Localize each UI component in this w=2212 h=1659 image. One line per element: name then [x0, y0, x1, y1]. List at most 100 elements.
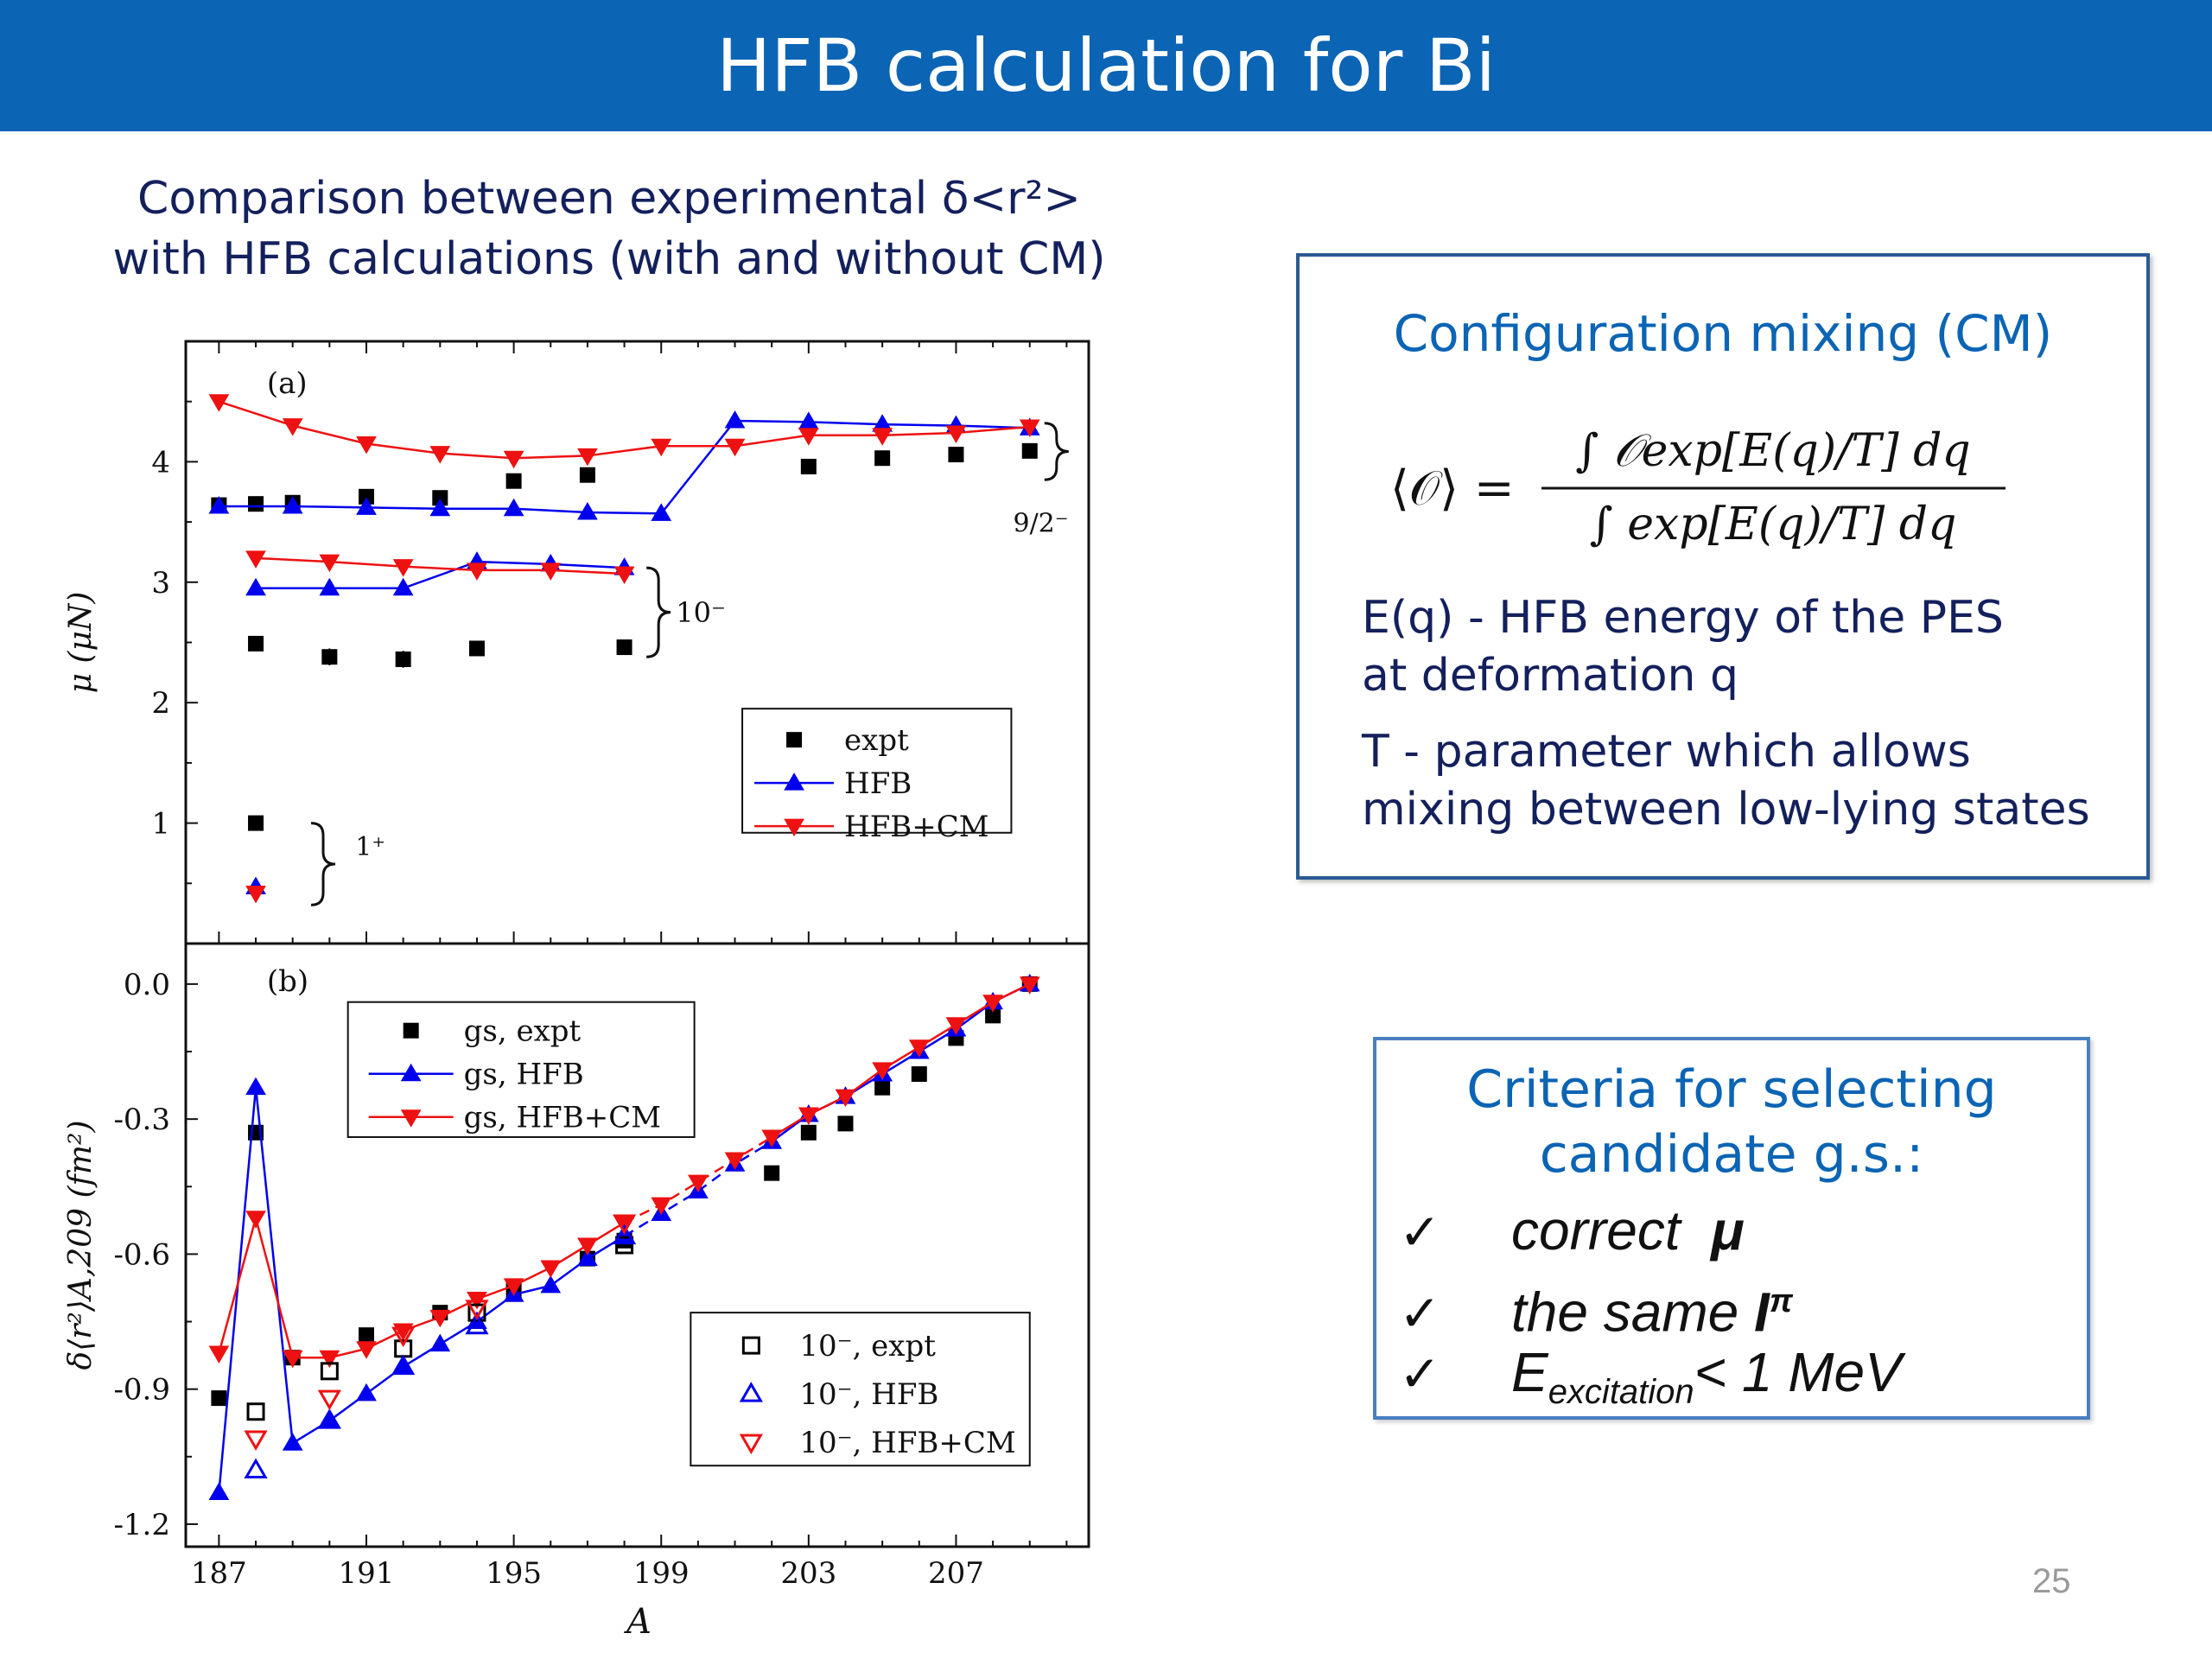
page-number: 25	[2032, 1562, 2071, 1600]
data-point-a	[319, 577, 340, 596]
title-bar: HFB calculation for Bi	[0, 0, 2212, 131]
y-tick-label: -0.3	[113, 1103, 170, 1137]
data-point-b	[612, 1214, 637, 1235]
data-point-a	[248, 496, 264, 512]
legend-marker	[784, 818, 804, 837]
data-point-a	[429, 498, 451, 517]
data-point-a	[429, 446, 451, 464]
data-point-b	[429, 1333, 451, 1352]
data-point-b	[359, 1327, 374, 1344]
cm-formula: ⟨𝒪⟩ = ∫ 𝒪exp[E(q)/T] dq ∫ exp[E(q)/T] dq	[1382, 412, 2073, 559]
data-point-a	[503, 450, 524, 469]
data-point-b	[208, 1345, 230, 1364]
series-line-a	[219, 419, 1030, 515]
panel-b-frame	[184, 942, 1090, 1548]
data-point-b	[356, 1341, 377, 1359]
criterion-same-spin-parity: ✓ the same Iπ	[1399, 1267, 1793, 1343]
configuration-mixing-box: Configuration mixing (CM) ⟨𝒪⟩ = ∫ 𝒪exp[E…	[1296, 253, 2150, 880]
criterion-1-text: correct	[1511, 1199, 1681, 1262]
legend-marker	[786, 732, 803, 748]
data-point-b	[465, 1313, 489, 1335]
data-point-a	[945, 425, 967, 443]
data-point-b	[429, 1309, 451, 1328]
x-tick-label: 187	[191, 1556, 247, 1591]
spin-symbol: I	[1754, 1281, 1770, 1344]
cm-parameter-line-1: T - parameter which allows	[1362, 726, 1971, 778]
data-point-b	[764, 1165, 780, 1181]
cm-parameter-line-2: mixing between low-lying states	[1362, 784, 2090, 836]
data-point-b	[837, 1116, 854, 1132]
data-point-a	[248, 815, 264, 831]
criterion-2-text: the same	[1511, 1281, 1739, 1344]
data-point-b	[1019, 976, 1040, 995]
caption-line-1: Comparison between experimental δ<r²>	[137, 173, 1081, 225]
data-point-b	[356, 1382, 377, 1402]
y-tick-label: 4	[151, 445, 170, 480]
data-point-a	[577, 448, 598, 467]
data-point-b	[211, 1390, 227, 1407]
data-point-b	[540, 1260, 562, 1279]
mu-symbol: μ	[1711, 1199, 1745, 1262]
x-tick-label: 191	[339, 1556, 395, 1591]
criteria-title-line-2: candidate g.s.:	[1539, 1124, 1924, 1185]
data-point-b	[945, 1017, 967, 1035]
formula-denominator: ∫ exp[E(q)/T] dq	[1590, 499, 1957, 550]
data-point-a	[948, 447, 964, 463]
data-point-a	[395, 652, 411, 668]
group-label-10: 10⁻	[676, 596, 726, 629]
chart-caption: Comparison between experimental δ<r²> wi…	[69, 168, 1149, 289]
parity-symbol: π	[1769, 1283, 1793, 1319]
series-line-b-dashed	[623, 1141, 772, 1237]
data-point-b	[985, 1007, 1001, 1024]
data-point-b	[246, 1402, 265, 1421]
data-point-a	[245, 577, 266, 596]
data-point-a	[505, 473, 522, 489]
data-point-b	[908, 1039, 930, 1058]
data-point-b	[982, 995, 1003, 1013]
x-tick-label: 207	[928, 1556, 984, 1591]
data-point-b	[874, 1079, 891, 1096]
legend-marker	[400, 1109, 422, 1128]
series-line-a	[255, 556, 625, 575]
series-line-b	[218, 1087, 626, 1493]
data-point-b	[282, 1433, 303, 1451]
data-point-a	[1019, 419, 1040, 437]
data-point-b	[800, 1124, 817, 1141]
series-line-a	[218, 400, 1030, 460]
data-point-a	[616, 639, 632, 656]
legend-label: HFB+CM	[844, 810, 989, 844]
criterion-correct-mu: ✓ correct μ	[1399, 1196, 1745, 1265]
data-point-a	[282, 495, 303, 514]
energy-symbol: E	[1511, 1341, 1548, 1403]
brace-1	[310, 822, 336, 906]
data-point-b	[245, 1211, 266, 1229]
data-point-b	[872, 1062, 893, 1080]
data-point-b	[282, 1350, 303, 1369]
check-icon: ✓	[1399, 1284, 1441, 1344]
y-tick-label: 3	[151, 566, 170, 601]
formula-lhs: ⟨𝒪⟩ =	[1390, 461, 1515, 517]
y-tick-label: 2	[151, 686, 170, 721]
data-point-b	[319, 1350, 340, 1369]
excitation-subscript: excitation	[1548, 1372, 1694, 1411]
check-icon: ✓	[1399, 1344, 1441, 1403]
data-point-b	[612, 1224, 637, 1245]
y-axis-label-a: μ (μN)	[63, 592, 99, 694]
data-point-a	[248, 635, 264, 652]
y-axis-label-b: δ⟨r²⟩A,209 (fm²)	[63, 1121, 99, 1370]
data-point-b	[615, 1236, 634, 1255]
data-point-a	[282, 418, 303, 436]
y-tick-label: -0.9	[113, 1373, 170, 1408]
cm-energy-line-2: at deformation q	[1362, 650, 1739, 702]
panel-label-a: (a)	[267, 366, 308, 401]
x-tick-label: 203	[780, 1556, 836, 1591]
legend-label: 10⁻, expt	[799, 1329, 936, 1363]
data-point-a	[800, 458, 817, 474]
group-label-9-2: 9/2⁻	[1013, 508, 1068, 538]
brace-9-2	[1044, 422, 1069, 481]
y-tick-label: -1.2	[113, 1508, 170, 1542]
criteria-title-line-1: Criteria for selecting	[1466, 1059, 1997, 1120]
data-point-a	[359, 488, 374, 505]
data-point-a	[651, 503, 672, 521]
data-point-a	[1021, 442, 1038, 459]
